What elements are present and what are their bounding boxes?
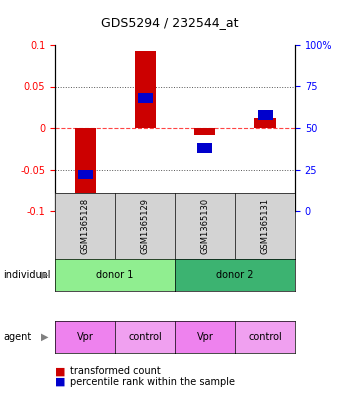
Text: Vpr: Vpr <box>197 332 214 342</box>
Bar <box>194 128 216 135</box>
Bar <box>78 169 92 180</box>
Text: GSM1365130: GSM1365130 <box>201 198 209 254</box>
Text: donor 1: donor 1 <box>96 270 134 280</box>
Text: ▶: ▶ <box>41 270 48 280</box>
Text: ▶: ▶ <box>41 332 48 342</box>
Text: GDS5294 / 232544_at: GDS5294 / 232544_at <box>101 16 239 29</box>
Text: percentile rank within the sample: percentile rank within the sample <box>70 377 235 387</box>
Text: individual: individual <box>3 270 51 280</box>
Text: control: control <box>128 332 162 342</box>
Text: donor 2: donor 2 <box>216 270 254 280</box>
Bar <box>137 93 153 103</box>
Bar <box>135 51 155 128</box>
Text: ■: ■ <box>55 366 66 376</box>
Text: transformed count: transformed count <box>70 366 161 376</box>
Text: Vpr: Vpr <box>76 332 94 342</box>
Text: ■: ■ <box>55 377 66 387</box>
Text: GSM1365128: GSM1365128 <box>81 198 89 254</box>
Text: agent: agent <box>3 332 32 342</box>
Text: GSM1365131: GSM1365131 <box>260 198 270 254</box>
Bar <box>74 128 96 218</box>
Text: GSM1365129: GSM1365129 <box>140 198 150 254</box>
Bar <box>198 143 212 153</box>
Bar <box>257 110 272 120</box>
Bar <box>255 118 275 128</box>
Text: control: control <box>248 332 282 342</box>
